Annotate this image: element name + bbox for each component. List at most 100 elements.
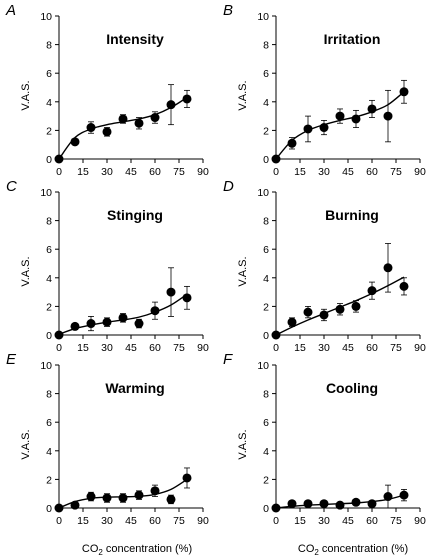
data-point xyxy=(54,503,64,513)
x-axis-label-right: CO2 concentration (%) xyxy=(298,543,408,557)
y-tick-label: 0 xyxy=(263,330,269,342)
panel-letter: B xyxy=(223,2,233,19)
x-tick-label: 90 xyxy=(414,342,426,354)
data-point xyxy=(134,319,144,329)
x-tick-label: 45 xyxy=(125,166,137,178)
data-point xyxy=(383,111,393,121)
panel-letter: C xyxy=(6,178,17,195)
y-tick-label: 10 xyxy=(257,11,269,23)
panel-e: 0 2 4 6 8 10 0 15 30 45 60 75 90 E Warming V.A.S. xyxy=(6,351,209,527)
y-tick-label: 4 xyxy=(263,273,269,285)
panel-letter: D xyxy=(223,178,234,195)
data-point xyxy=(383,263,393,273)
x-tick-label: 90 xyxy=(197,515,209,527)
y-axis-label: V.A.S. xyxy=(237,256,249,286)
data-point xyxy=(86,319,96,329)
data-point xyxy=(134,118,144,128)
y-axis-label: V.A.S. xyxy=(20,429,32,459)
data-point xyxy=(70,500,80,510)
data-point xyxy=(271,503,281,513)
y-tick-label: 10 xyxy=(257,360,269,372)
fit-curve xyxy=(275,91,405,160)
x-tick-label: 30 xyxy=(318,342,330,354)
x-tick-label: 30 xyxy=(101,166,113,178)
y-axis-label: V.A.S. xyxy=(20,256,32,286)
data-point xyxy=(287,499,297,509)
x-tick-label: 0 xyxy=(273,342,279,354)
panel-letter: F xyxy=(223,351,233,368)
y-axis-label: V.A.S. xyxy=(20,80,32,110)
x-tick-label: 45 xyxy=(342,166,354,178)
y-tick-label: 0 xyxy=(46,503,52,515)
y-tick-label: 6 xyxy=(46,244,52,256)
y-tick-label: 4 xyxy=(46,446,52,458)
data-point xyxy=(399,490,409,500)
y-tick-label: 10 xyxy=(257,187,269,199)
panel-title: Intensity xyxy=(106,31,164,47)
x-tick-label: 90 xyxy=(414,166,426,178)
y-tick-label: 10 xyxy=(40,360,52,372)
y-tick-label: 4 xyxy=(263,97,269,109)
data-point xyxy=(102,317,112,327)
x-tick-label: 15 xyxy=(294,342,306,354)
data-point xyxy=(319,123,329,133)
x-tick-label: 75 xyxy=(390,515,402,527)
x-tick-label: 0 xyxy=(56,515,62,527)
data-point xyxy=(399,87,409,97)
panel-f: 0 2 4 6 8 10 0 15 30 45 60 75 90 F Cooling V.A.S. xyxy=(223,351,426,527)
x-tick-label: 60 xyxy=(366,166,378,178)
x-tick-label: 15 xyxy=(294,166,306,178)
x-tick-label: 0 xyxy=(56,166,62,178)
data-point xyxy=(166,100,176,110)
panel-letter: E xyxy=(6,351,17,368)
y-tick-label: 2 xyxy=(46,474,52,486)
y-tick-label: 6 xyxy=(46,68,52,80)
y-tick-label: 8 xyxy=(263,40,269,52)
panel-title: Warming xyxy=(105,380,164,396)
x-tick-label: 45 xyxy=(342,342,354,354)
data-point xyxy=(335,304,345,314)
x-tick-label: 45 xyxy=(125,342,137,354)
data-point xyxy=(399,281,409,291)
data-point xyxy=(335,111,345,121)
data-point xyxy=(287,138,297,148)
x-tick-label: 30 xyxy=(101,342,113,354)
x-tick-label: 60 xyxy=(366,342,378,354)
data-point xyxy=(319,499,329,509)
data-point xyxy=(303,307,313,317)
data-point xyxy=(182,293,192,303)
y-tick-label: 2 xyxy=(263,474,269,486)
x-tick-label: 60 xyxy=(149,515,161,527)
y-tick-label: 8 xyxy=(46,389,52,401)
data-point xyxy=(118,114,128,124)
data-point xyxy=(150,113,160,123)
x-tick-label: 90 xyxy=(197,342,209,354)
panel-title: Burning xyxy=(325,207,379,223)
panel-letter: A xyxy=(5,2,16,19)
panel-b: 0 2 4 6 8 10 0 15 30 45 60 75 90 B Irritation V.A.S. xyxy=(223,2,426,178)
data-point xyxy=(102,493,112,503)
x-axis-label-left: CO2 concentration (%) xyxy=(82,543,192,557)
data-point xyxy=(287,317,297,327)
data-point xyxy=(70,137,80,147)
x-tick-label: 90 xyxy=(414,515,426,527)
data-point xyxy=(70,321,80,331)
data-point xyxy=(383,492,393,502)
data-point xyxy=(271,330,281,340)
data-point xyxy=(166,287,176,297)
y-tick-label: 4 xyxy=(263,446,269,458)
y-tick-label: 0 xyxy=(263,154,269,166)
x-tick-label: 30 xyxy=(318,515,330,527)
x-tick-label: 15 xyxy=(77,515,89,527)
data-point xyxy=(335,500,345,510)
y-tick-label: 0 xyxy=(46,154,52,166)
data-point xyxy=(351,497,361,507)
panel-title: Stinging xyxy=(107,207,163,223)
y-tick-label: 6 xyxy=(263,68,269,80)
x-tick-label: 30 xyxy=(318,166,330,178)
x-tick-label: 60 xyxy=(366,515,378,527)
x-tick-label: 75 xyxy=(390,166,402,178)
y-axis-label: V.A.S. xyxy=(237,429,249,459)
